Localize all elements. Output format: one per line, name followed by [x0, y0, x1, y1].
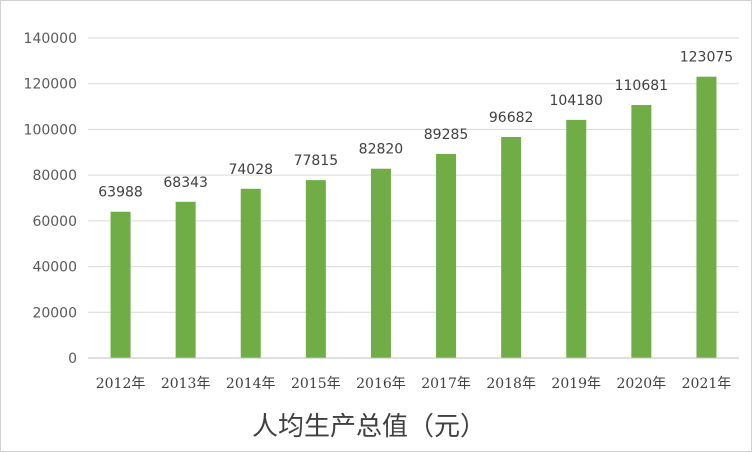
data-label: 77815: [294, 153, 339, 169]
x-tick-label: 2015年: [291, 376, 341, 392]
y-tick-label: 40000: [32, 260, 77, 276]
data-label: 74028: [228, 162, 273, 178]
bar: [566, 119, 587, 358]
y-tick-label: 120000: [24, 77, 77, 93]
chart-title: 人均生产总值（元）: [252, 412, 486, 442]
x-tick-label: 2018年: [486, 376, 536, 392]
data-label: 68343: [163, 175, 208, 191]
x-tick-label: 2016年: [356, 376, 406, 392]
bar: [240, 188, 261, 358]
y-tick-label: 100000: [24, 122, 77, 138]
bar: [370, 168, 391, 358]
x-tick-label: 2019年: [551, 376, 601, 392]
x-tick-label: 2020年: [617, 376, 667, 392]
data-label: 82820: [359, 142, 404, 158]
data-label: 89285: [424, 127, 469, 143]
x-tick-label: 2017年: [421, 376, 471, 392]
bar: [436, 153, 457, 358]
data-label: 123075: [680, 50, 733, 66]
x-tick-label: 2021年: [682, 376, 732, 392]
y-tick-label: 140000: [24, 31, 77, 47]
data-labels: 63988 68343 74028 77815 82820 89285 96682 10418…: [98, 50, 733, 201]
data-label: 96682: [489, 110, 534, 126]
bar: [175, 201, 196, 358]
y-tick-label: 0: [68, 351, 77, 367]
x-tick-label: 2012年: [96, 376, 146, 392]
x-tick-label: 2014年: [226, 376, 276, 392]
y-tick-label: 60000: [32, 214, 77, 230]
bar: [696, 76, 717, 358]
data-label: 63988: [98, 185, 143, 201]
bar: [305, 180, 326, 358]
x-tick-label: 2013年: [161, 376, 211, 392]
bars: [110, 76, 717, 358]
bar: [501, 137, 522, 358]
y-tick-label: 80000: [32, 168, 77, 184]
x-axis-ticks: 2012年 2013年 2014年 2015年 2016年 2017年 2018年 2019年…: [96, 376, 732, 392]
gridlines: [88, 37, 739, 313]
bar: [631, 105, 652, 358]
y-axis-ticks: 0 20000 40000 60000 80000 100000 120000 140000: [24, 31, 77, 367]
data-label: 110681: [615, 78, 668, 94]
bar: [110, 211, 131, 358]
y-tick-label: 20000: [32, 305, 77, 321]
data-label: 104180: [550, 93, 603, 109]
